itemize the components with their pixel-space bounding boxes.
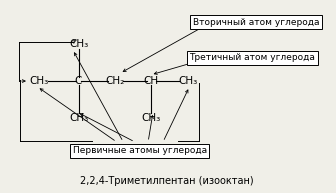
Text: CH₃: CH₃ [29,76,48,86]
Text: Третичный атом углерода: Третичный атом углерода [190,53,316,62]
Text: Вторичный атом углерода: Вторичный атом углерода [193,18,319,27]
Text: CH: CH [144,76,159,86]
Text: 2,2,4-Триметилпентан (изооктан): 2,2,4-Триметилпентан (изооктан) [80,176,253,186]
Text: C: C [75,76,82,86]
Text: Первичные атомы углерода: Первичные атомы углерода [73,146,207,155]
Text: CH₃: CH₃ [69,113,88,123]
Text: CH₃: CH₃ [178,76,198,86]
Text: CH₂: CH₂ [106,76,125,86]
Text: CH₃: CH₃ [142,113,161,123]
Text: CH₃: CH₃ [69,39,88,49]
